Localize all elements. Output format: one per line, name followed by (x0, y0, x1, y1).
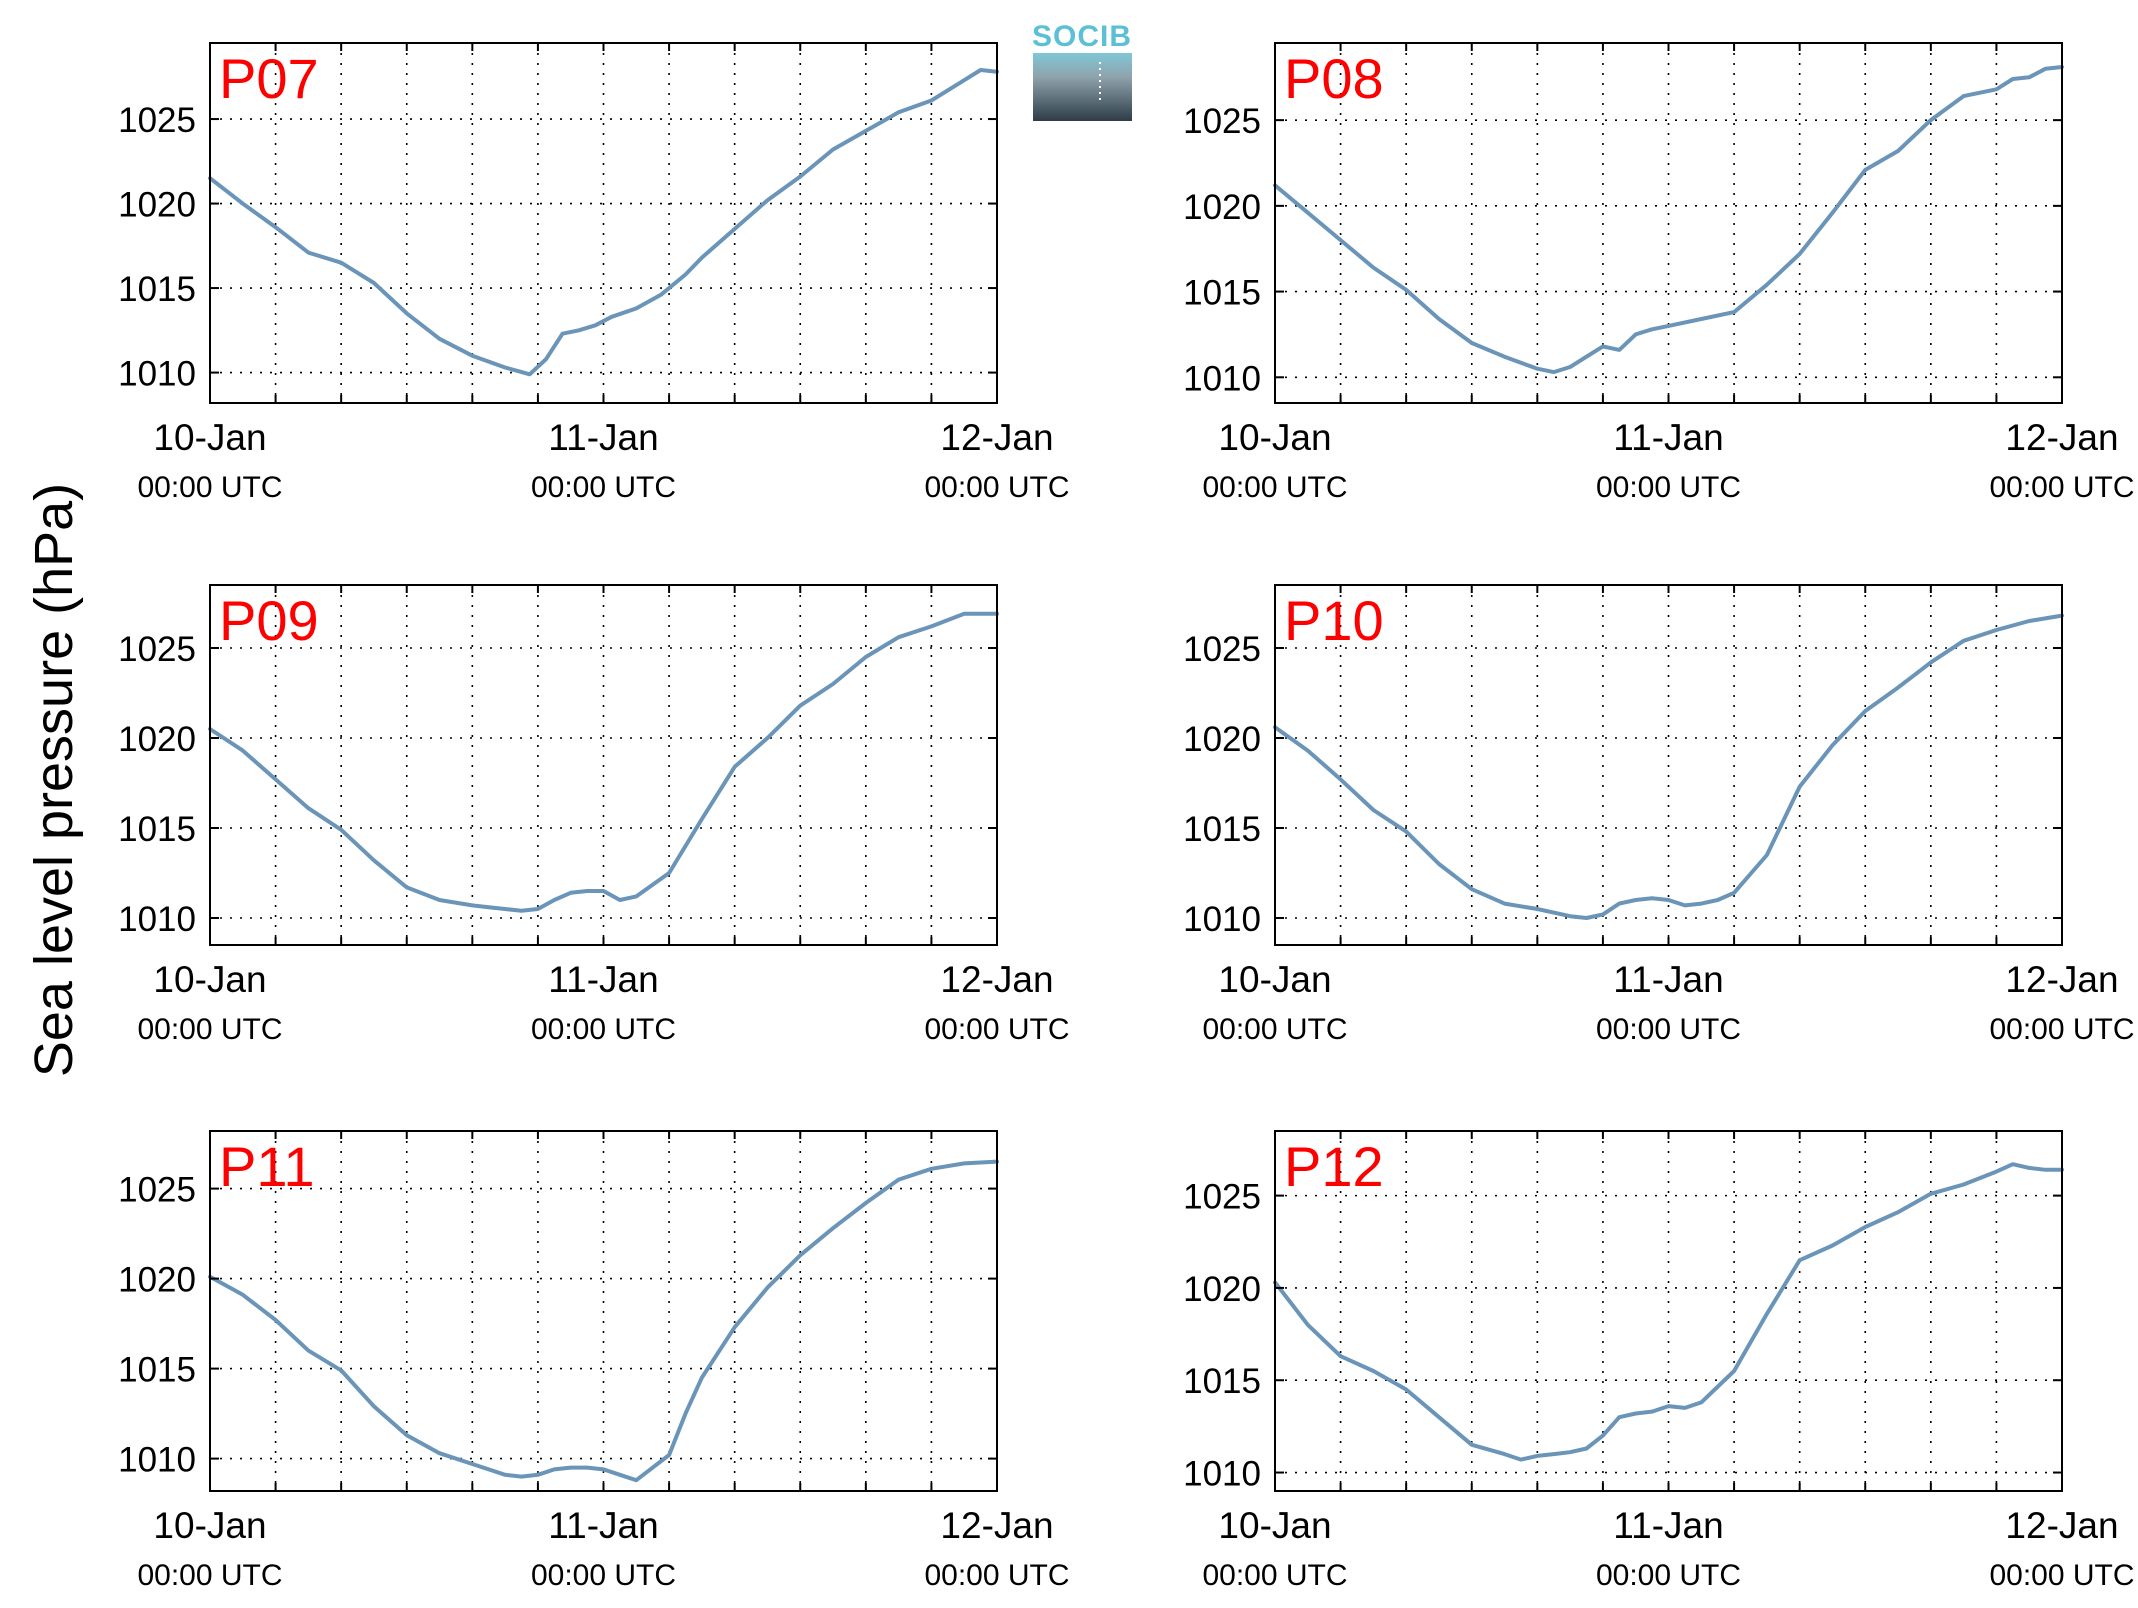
x-tick-label-time: 00:00 UTC (137, 1013, 282, 1046)
panel-label: P09 (219, 589, 319, 652)
y-tick-label: 1020 (1183, 1270, 1261, 1309)
y-tick-label: 1015 (1183, 1362, 1261, 1401)
x-tick-label-date: 12-Jan (2005, 959, 2118, 1000)
y-tick-label: 1010 (118, 355, 196, 394)
y-tick-label: 1010 (1183, 1455, 1261, 1494)
x-tick-label-date: 12-Jan (940, 417, 1053, 458)
panel-p12: 1010 1015 1020 1025 10-Jan 00:00 UTC 11-Jan 00:… (1183, 1130, 2135, 1592)
series-line-p12 (1273, 1162, 2064, 1462)
x-tick-label-date: 10-Jan (1218, 1505, 1331, 1546)
y-tick-label: 1015 (118, 1351, 196, 1390)
x-tick-label-date: 12-Jan (2005, 1505, 2118, 1546)
socib-logo-text: SOCIB (1032, 20, 1132, 53)
panel-label: P08 (1284, 47, 1384, 110)
x-tick-label-date: 11-Jan (548, 417, 658, 458)
panel-p08: 1010 1015 1020 1025 10-Jan 00:00 UTC 11-Jan 00:… (1183, 42, 2135, 504)
x-tick-label-time: 00:00 UTC (924, 1013, 1069, 1046)
y-tick-label: 1025 (1183, 1178, 1261, 1217)
x-tick-label-date: 10-Jan (1218, 417, 1331, 458)
y-tick-label: 1015 (118, 270, 196, 309)
x-tick-label-date: 11-Jan (1613, 417, 1723, 458)
y-tick-label: 1010 (1183, 359, 1261, 398)
x-tick-label-date: 11-Jan (1613, 959, 1723, 1000)
panel-label: P12 (1284, 1135, 1384, 1198)
x-tick-label-time: 00:00 UTC (137, 1559, 282, 1592)
panel-label: P11 (219, 1135, 314, 1198)
x-tick-label-date: 12-Jan (2005, 417, 2118, 458)
panels: 1010 1015 1020 1025 10-Jan 00:00 UTC 11-Jan 00:… (118, 42, 2135, 1592)
x-tick-label-date: 12-Jan (940, 1505, 1053, 1546)
y-tick-label: 1020 (118, 1261, 196, 1300)
y-tick-label: 1020 (1183, 188, 1261, 227)
series-line-p09 (208, 611, 999, 913)
x-tick-label-date: 11-Jan (548, 959, 658, 1000)
y-tick-label: 1020 (1183, 720, 1261, 759)
panel-p09: 1010 1015 1020 1025 10-Jan 00:00 UTC 11-Jan 00:… (118, 584, 1070, 1046)
y-tick-label: 1015 (1183, 274, 1261, 313)
x-tick-label-time: 00:00 UTC (1202, 1559, 1347, 1592)
y-tick-label: 1025 (118, 630, 196, 669)
x-tick-label-date: 10-Jan (1218, 959, 1331, 1000)
series-line-p10 (1273, 613, 2064, 920)
panel-p07: 1010 1015 1020 1025 10-Jan 00:00 UTC 11-Jan 00:… (118, 42, 1070, 504)
y-axis-label: Sea level pressure (hPa) (24, 483, 84, 1077)
x-tick-label-date: 12-Jan (940, 959, 1053, 1000)
y-tick-label: 1010 (118, 1441, 196, 1480)
socib-logo-block (1033, 53, 1132, 121)
y-tick-label: 1025 (1183, 102, 1261, 141)
x-tick-label-time: 00:00 UTC (531, 1013, 676, 1046)
panel-p11: 1010 1015 1020 1025 10-Jan 00:00 UTC 11-Jan 00:… (118, 1130, 1070, 1592)
y-tick-label: 1025 (1183, 630, 1261, 669)
x-tick-label-time: 00:00 UTC (1989, 1559, 2134, 1592)
x-tick-label-time: 00:00 UTC (531, 471, 676, 504)
panel-p10: 1010 1015 1020 1025 10-Jan 00:00 UTC 11-Jan 00:… (1183, 584, 2135, 1046)
x-tick-label-time: 00:00 UTC (1596, 471, 1741, 504)
y-tick-label: 1010 (1183, 900, 1261, 939)
x-tick-label-time: 00:00 UTC (1202, 471, 1347, 504)
x-tick-label-time: 00:00 UTC (137, 471, 282, 504)
x-tick-label-time: 00:00 UTC (924, 471, 1069, 504)
x-tick-label-date: 10-Jan (153, 417, 266, 458)
x-tick-label-time: 00:00 UTC (1596, 1013, 1741, 1046)
x-tick-label-time: 00:00 UTC (1202, 1013, 1347, 1046)
y-tick-label: 1025 (118, 1171, 196, 1210)
x-tick-label-date: 10-Jan (153, 959, 266, 1000)
y-tick-label: 1025 (118, 101, 196, 140)
y-tick-label: 1020 (118, 186, 196, 225)
socib-logo: SOCIB (1032, 20, 1132, 121)
x-tick-label-date: 11-Jan (1613, 1505, 1723, 1546)
x-tick-label-time: 00:00 UTC (924, 1559, 1069, 1592)
y-tick-label: 1020 (118, 720, 196, 759)
series-line-p11 (208, 1159, 999, 1483)
y-tick-label: 1015 (1183, 810, 1261, 849)
x-tick-label-time: 00:00 UTC (1989, 1013, 2134, 1046)
series-line-p08 (1273, 65, 2064, 375)
x-tick-label-time: 00:00 UTC (1989, 471, 2134, 504)
y-tick-label: 1010 (118, 900, 196, 939)
x-tick-label-time: 00:00 UTC (531, 1559, 676, 1592)
x-tick-label-time: 00:00 UTC (1596, 1559, 1741, 1592)
x-tick-label-date: 11-Jan (548, 1505, 658, 1546)
panel-label: P10 (1284, 589, 1384, 652)
x-tick-label-date: 10-Jan (153, 1505, 266, 1546)
y-tick-label: 1015 (118, 810, 196, 849)
series-line-p07 (208, 68, 999, 377)
panel-label: P07 (219, 47, 319, 110)
